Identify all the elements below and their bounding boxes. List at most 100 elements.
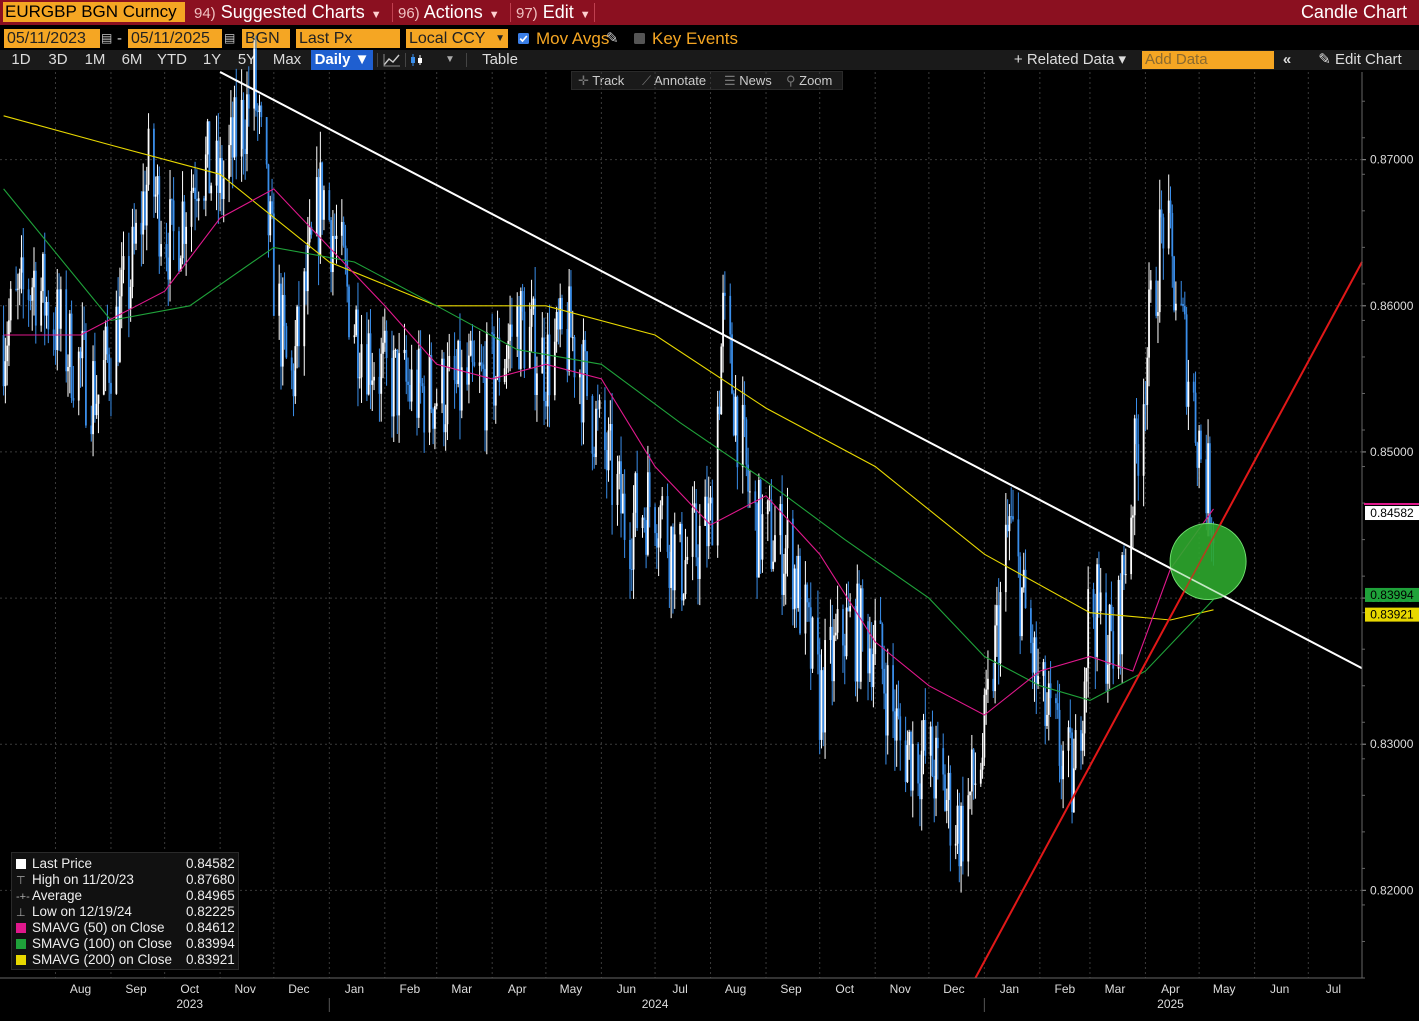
candle-body bbox=[22, 257, 25, 290]
candle-body bbox=[985, 689, 988, 695]
candle-body bbox=[385, 330, 388, 358]
candle-body bbox=[731, 334, 733, 394]
candle-body bbox=[607, 430, 610, 471]
range-6m-button[interactable]: 6M bbox=[121, 51, 143, 68]
candle-body bbox=[532, 298, 535, 310]
candle-body bbox=[620, 461, 622, 514]
news-tool[interactable]: ☰ News bbox=[724, 72, 772, 90]
candle-body bbox=[609, 423, 612, 431]
candlestick-icon[interactable] bbox=[410, 53, 424, 67]
candle-body bbox=[566, 329, 569, 372]
range-1d-button[interactable]: 1D bbox=[11, 51, 31, 68]
candle-body bbox=[135, 222, 137, 244]
candle-body bbox=[471, 340, 474, 363]
x-month-label: Nov bbox=[235, 982, 256, 996]
candle-body bbox=[496, 337, 499, 378]
ticker-field[interactable]: EURGBP BGN Curncy bbox=[3, 2, 185, 22]
candle-body bbox=[530, 309, 533, 327]
calendar-icon[interactable]: ▤ bbox=[101, 31, 113, 45]
checkbox-checked-icon[interactable] bbox=[518, 33, 529, 44]
table-button[interactable]: Table bbox=[482, 51, 518, 68]
range-1m-button[interactable]: 1M bbox=[84, 51, 106, 68]
candle-body bbox=[153, 128, 155, 197]
moving-averages bbox=[3, 115, 1214, 716]
candle-body bbox=[729, 295, 732, 335]
candle-body bbox=[240, 99, 243, 157]
candle-body bbox=[494, 377, 497, 406]
candle-body bbox=[920, 750, 923, 800]
candle-body bbox=[697, 557, 699, 579]
edit-chart-button[interactable]: ✎ Edit Chart bbox=[1302, 50, 1418, 70]
collapse-icon[interactable]: « bbox=[1282, 51, 1292, 68]
candle-body bbox=[407, 381, 409, 385]
candle-body bbox=[85, 331, 87, 426]
candle-body bbox=[1135, 418, 1138, 445]
candle-body bbox=[847, 607, 850, 612]
range-max-button[interactable]: Max bbox=[272, 51, 302, 68]
candle-body bbox=[661, 496, 664, 506]
related-data-button[interactable]: + Related Data ▾ bbox=[1013, 51, 1127, 68]
candle-body bbox=[305, 271, 307, 292]
track-tool[interactable]: ✛ Track bbox=[578, 72, 624, 90]
pencil-icon[interactable]: ✎ bbox=[606, 30, 619, 47]
candle-body bbox=[160, 244, 162, 257]
candle-body bbox=[1037, 675, 1039, 685]
candle-body bbox=[881, 623, 884, 669]
range-1y-button[interactable]: 1Y bbox=[202, 51, 222, 68]
annotate-tool[interactable]: ⟋ Annotate bbox=[642, 72, 706, 90]
start-date-field[interactable]: 05/11/2023 bbox=[4, 29, 100, 48]
edit-menu[interactable]: 97) Edit ▼ bbox=[516, 0, 591, 25]
suggested-charts-menu[interactable]: 94) Suggested Charts ▼ bbox=[194, 0, 382, 25]
add-data-input[interactable]: Add Data bbox=[1142, 51, 1274, 69]
field-selector[interactable]: Last Px bbox=[296, 29, 400, 48]
candle-body bbox=[428, 355, 431, 433]
x-month-label: Aug bbox=[725, 982, 746, 996]
chart-tools: ✛ Track ⟋ Annotate ☰ News ⚲ Zoom bbox=[571, 71, 843, 90]
candle-body bbox=[999, 592, 1002, 664]
checkbox-unchecked-icon[interactable] bbox=[634, 33, 645, 44]
candle-body bbox=[868, 648, 871, 674]
mov-avgs-toggle[interactable]: Mov Avgs bbox=[536, 29, 610, 48]
line-chart-icon[interactable] bbox=[383, 53, 401, 67]
zoom-tool[interactable]: ⚲ Zoom bbox=[786, 72, 832, 90]
chevron-down-icon[interactable]: ▼ bbox=[445, 54, 455, 65]
candle-body bbox=[561, 297, 563, 330]
end-date-field[interactable]: 05/11/2025 bbox=[128, 29, 222, 48]
candle-body bbox=[185, 226, 188, 244]
range-3d-button[interactable]: 3D bbox=[48, 51, 68, 68]
actions-menu[interactable]: 96) Actions ▼ bbox=[398, 0, 500, 25]
candle-body bbox=[441, 358, 443, 404]
currency-selector[interactable]: Local CCY ▼ bbox=[406, 29, 508, 48]
candle-body bbox=[378, 376, 381, 394]
candle-body bbox=[893, 711, 896, 741]
candle-body bbox=[1069, 727, 1072, 733]
candle-body bbox=[498, 337, 501, 383]
candle-body bbox=[1081, 733, 1084, 751]
calendar-icon[interactable]: ▤ bbox=[224, 31, 236, 45]
candle-body bbox=[895, 708, 898, 741]
price-tag-box bbox=[1365, 506, 1419, 521]
candle-body bbox=[949, 772, 952, 846]
candle-body bbox=[961, 805, 964, 862]
x-month-label: Mar bbox=[1105, 982, 1126, 996]
legend-value: 0.84612 bbox=[186, 920, 235, 935]
sma50-line bbox=[3, 188, 1214, 716]
legend-swatch bbox=[16, 859, 26, 869]
candle-body bbox=[510, 324, 513, 337]
candle-body bbox=[1187, 381, 1190, 407]
candle-body bbox=[215, 140, 218, 186]
candle-body bbox=[95, 403, 98, 416]
range-5y-button[interactable]: 5Y bbox=[237, 51, 257, 68]
candle-body bbox=[534, 298, 537, 396]
candle-body bbox=[328, 190, 331, 221]
candle-body bbox=[546, 334, 549, 407]
candle-body bbox=[391, 357, 393, 417]
candle-body bbox=[636, 473, 639, 529]
candle-body bbox=[736, 396, 739, 468]
key-events-toggle[interactable]: Key Events bbox=[652, 29, 738, 48]
y-tick-label: 0.85000 bbox=[1370, 445, 1414, 459]
chart-legend: Last Price 0.84582 ⊤ High on 11/20/23 0.8… bbox=[11, 852, 239, 970]
range-ytd-button[interactable]: YTD bbox=[157, 51, 187, 68]
period-selector[interactable]: Daily ▼ bbox=[311, 50, 373, 70]
